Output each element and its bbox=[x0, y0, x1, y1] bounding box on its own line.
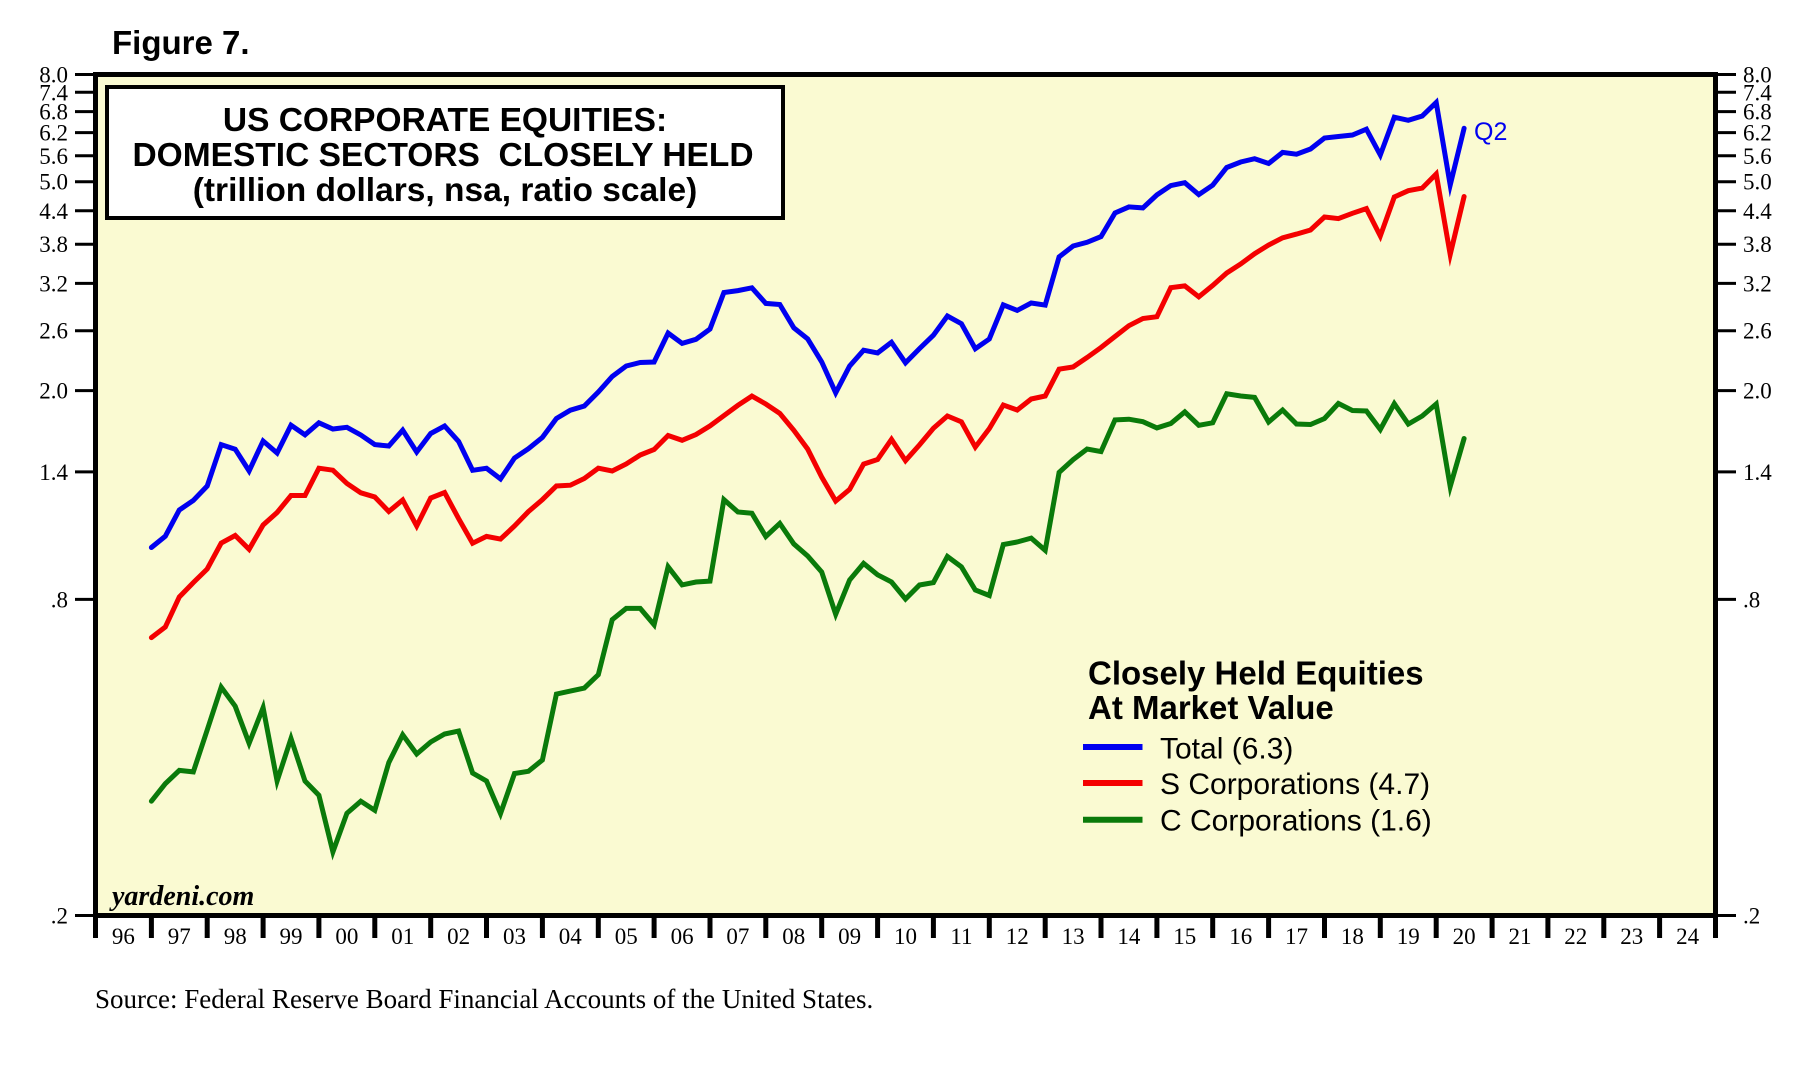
svg-text:US CORPORATE EQUITIES:: US CORPORATE EQUITIES: bbox=[223, 102, 667, 139]
svg-text:7.4: 7.4 bbox=[1743, 80, 1772, 105]
svg-text:01: 01 bbox=[391, 924, 414, 949]
svg-text:8.0: 8.0 bbox=[39, 63, 68, 88]
svg-text:06: 06 bbox=[671, 924, 694, 949]
svg-text:22: 22 bbox=[1564, 924, 1587, 949]
svg-text:03: 03 bbox=[503, 924, 526, 949]
svg-text:S Corporations (4.7): S Corporations (4.7) bbox=[1160, 768, 1430, 801]
svg-text:.8: .8 bbox=[51, 587, 68, 612]
svg-text:.2: .2 bbox=[1743, 904, 1760, 929]
svg-text:17: 17 bbox=[1285, 924, 1308, 949]
svg-text:15: 15 bbox=[1173, 924, 1196, 949]
svg-text:08: 08 bbox=[782, 924, 805, 949]
svg-text:(trillion dollars, nsa, ratio: (trillion dollars, nsa, ratio scale) bbox=[193, 172, 698, 209]
svg-text:05: 05 bbox=[615, 924, 638, 949]
svg-text:6.8: 6.8 bbox=[1743, 100, 1772, 125]
svg-text:Total (6.3): Total (6.3) bbox=[1160, 733, 1293, 766]
svg-text:09: 09 bbox=[838, 924, 861, 949]
svg-text:3.8: 3.8 bbox=[1743, 232, 1772, 257]
svg-text:23: 23 bbox=[1620, 924, 1643, 949]
svg-text:2.0: 2.0 bbox=[39, 379, 68, 404]
svg-text:6.8: 6.8 bbox=[39, 100, 68, 125]
svg-text:21: 21 bbox=[1509, 924, 1532, 949]
svg-text:14: 14 bbox=[1117, 924, 1141, 949]
svg-text:07: 07 bbox=[726, 924, 749, 949]
svg-text:2.6: 2.6 bbox=[1743, 319, 1772, 344]
svg-text:1.4: 1.4 bbox=[39, 460, 68, 485]
svg-text:02: 02 bbox=[447, 924, 470, 949]
svg-text:1.4: 1.4 bbox=[1743, 460, 1772, 485]
svg-text:2.6: 2.6 bbox=[39, 319, 68, 344]
svg-text:2.0: 2.0 bbox=[1743, 379, 1772, 404]
svg-text:7.4: 7.4 bbox=[39, 80, 68, 105]
svg-text:4.4: 4.4 bbox=[1743, 199, 1772, 224]
svg-text:Q2: Q2 bbox=[1474, 118, 1507, 146]
svg-text:5.0: 5.0 bbox=[1743, 170, 1772, 195]
svg-text:10: 10 bbox=[894, 924, 917, 949]
svg-text:yardeni.com: yardeni.com bbox=[109, 881, 254, 912]
svg-text:4.4: 4.4 bbox=[39, 199, 68, 224]
svg-text:20: 20 bbox=[1453, 924, 1476, 949]
svg-text:3.2: 3.2 bbox=[1743, 271, 1772, 296]
svg-text:98: 98 bbox=[224, 924, 247, 949]
svg-text:96: 96 bbox=[112, 924, 135, 949]
svg-text:99: 99 bbox=[280, 924, 303, 949]
svg-text:00: 00 bbox=[335, 924, 358, 949]
svg-text:97: 97 bbox=[168, 924, 191, 949]
svg-text:6.2: 6.2 bbox=[39, 121, 68, 146]
svg-text:DOMESTIC SECTORS CLOSELY HELD: DOMESTIC SECTORS CLOSELY HELD bbox=[132, 137, 753, 174]
svg-text:19: 19 bbox=[1397, 924, 1420, 949]
svg-text:.2: .2 bbox=[51, 904, 68, 929]
svg-text:16: 16 bbox=[1229, 924, 1252, 949]
svg-text:04: 04 bbox=[559, 924, 583, 949]
svg-text:.8: .8 bbox=[1743, 587, 1760, 612]
svg-text:C Corporations (1.6): C Corporations (1.6) bbox=[1160, 804, 1432, 837]
svg-text:5.6: 5.6 bbox=[1743, 144, 1772, 169]
svg-text:8.0: 8.0 bbox=[1743, 63, 1772, 88]
svg-text:24: 24 bbox=[1676, 924, 1700, 949]
svg-text:11: 11 bbox=[950, 924, 972, 949]
svg-text:6.2: 6.2 bbox=[1743, 121, 1772, 146]
svg-text:12: 12 bbox=[1006, 924, 1029, 949]
svg-text:Closely Held Equities: Closely Held Equities bbox=[1088, 655, 1424, 692]
svg-text:3.8: 3.8 bbox=[39, 232, 68, 257]
svg-text:Figure 7.: Figure 7. bbox=[112, 24, 250, 61]
svg-text:13: 13 bbox=[1062, 924, 1085, 949]
svg-text:5.6: 5.6 bbox=[39, 144, 68, 169]
svg-text:18: 18 bbox=[1341, 924, 1364, 949]
svg-text:3.2: 3.2 bbox=[39, 271, 68, 296]
svg-text:At Market Value: At Market Value bbox=[1088, 689, 1334, 726]
svg-text:Source: Federal Reserve Board: Source: Federal Reserve Board Financial … bbox=[95, 984, 873, 1014]
svg-text:5.0: 5.0 bbox=[39, 170, 68, 195]
